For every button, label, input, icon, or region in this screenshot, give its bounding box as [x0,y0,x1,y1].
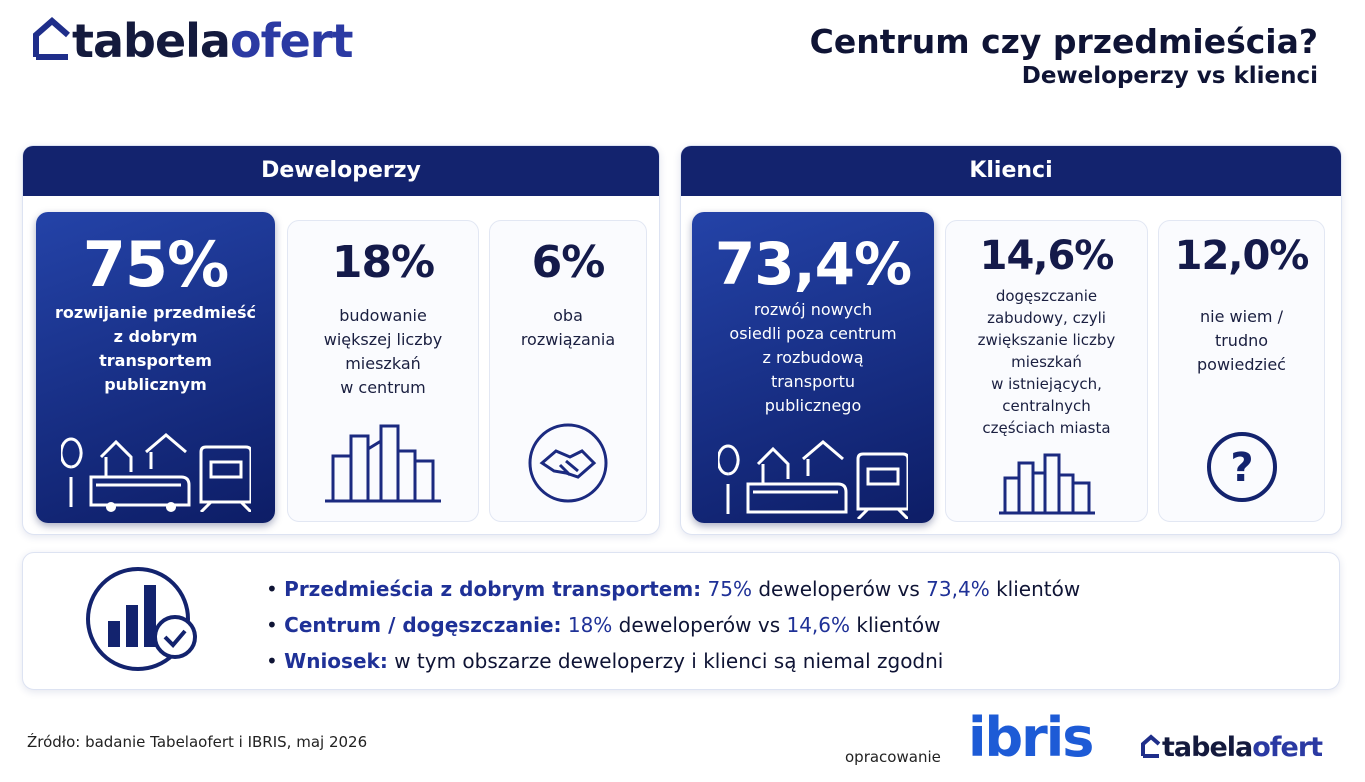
logo-part: tabela [1162,732,1253,763]
label-line: z dobrym [113,327,198,346]
icon-question: ? [1206,432,1277,502]
credit: opracowanie [845,748,941,766]
card-label: oba rozwiązania [490,304,646,352]
footer-logo: tabelaofert [1140,732,1323,763]
label-line: publicznym [104,375,207,394]
summary-line: • Wniosek: w tym obszarze deweloperzy i … [266,649,944,673]
panel: Klienci 73,4% rozwój nowych osiedli poza … [680,145,1342,535]
label-line: częściach miasta [982,419,1111,437]
label-line: rozwiązania [520,330,616,349]
summary-text: klientów [856,613,941,637]
source: Źródło: badanie Tabelaofert i IBRIS, maj… [27,733,368,751]
icon-handshake [528,423,608,503]
panel-title: Klienci [681,146,1341,196]
header-logo: tabelaofert [32,14,353,68]
panel: Deweloperzy 75% rozwijanie przedmieść z d… [22,145,660,535]
label-line: transportu [770,372,856,391]
summary-text: Centrum / dogęszczanie: [284,613,562,637]
label-line: osiedli poza centrum [729,324,897,343]
summary-text: deweloperów vs [618,613,781,637]
summary-line: • Przedmieścia z dobrym transportem: 75%… [266,577,1081,601]
icon-suburb [718,440,908,519]
logo-part: tabela [72,14,231,68]
card-value: 73,4% [714,230,912,298]
logo-house [33,17,70,60]
summary-text: Wniosek: [284,649,388,673]
label-line: większej liczby [323,330,443,349]
label-line: zabudowy, czyli [987,309,1106,327]
card-value: 18% [331,237,435,288]
icon-city [998,453,1095,515]
label-line: oba [553,306,583,325]
label-line: rozwijanie przedmieść [54,303,256,322]
icon-city [325,424,441,503]
label-line: budowanie [339,306,427,325]
panel-title: Deweloperzy [23,146,659,196]
summary-text: 73,4% [926,577,990,601]
summary-text: 18% [567,613,613,637]
card: 75% rozwijanie przedmieść z dobrym transpo… [36,212,275,523]
summary-text: 75% [707,577,752,601]
summary-lines: • Przedmieścia z dobrym transportem: 75%… [266,571,1080,679]
label-line: w istniejących, [991,375,1102,393]
logo-house [1141,734,1161,758]
summary-box: • Przedmieścia z dobrym transportem: 75%… [22,552,1340,690]
summary-text: deweloperów vs [758,577,920,601]
logo-part: ofert [1252,732,1323,763]
label-line: trudno [1214,331,1269,350]
label-line: mieszkań [1011,353,1082,371]
subtitle: Deweloperzy vs klienci [1021,63,1318,89]
title: Centrum czy przedmieścia? [809,22,1318,61]
svg-text:?: ? [1230,445,1253,491]
label-line: centralnych [1002,397,1091,415]
card-label: dogęszczanie zabudowy, czyli zwiększanie l… [946,285,1147,439]
card: 73,4% rozwój nowych osiedli poza centrum z… [692,212,934,523]
summary-text: Przedmieścia z dobrym transportem: [284,577,702,601]
summary-line: • Centrum / dogęszczanie: 18% deweloperó… [266,613,941,637]
label-line: powiedzieć [1197,355,1286,374]
card: 6% oba rozwiązania [489,220,647,522]
partner-logo: ibris [968,706,1094,769]
label-line: mieszkań [345,354,421,373]
label-line: z rozbudową [762,348,864,367]
label-line: publicznego [764,396,862,415]
label-line: rozwój nowych [753,300,873,319]
icon-chart [86,567,197,671]
label-line: zwiększanie liczby [977,331,1116,349]
label-line: dogęszczanie [995,287,1098,305]
card-label: rozwijanie przedmieść z dobrym transportem… [36,301,275,397]
card: 12,0% nie wiem / trudno powiedzieć ? [1158,220,1325,522]
summary-text: klientów [996,577,1081,601]
label-line: nie wiem / [1200,307,1283,326]
summary-text: 14,6% [786,613,851,637]
card-value: 6% [531,237,606,288]
icon-suburb [60,433,251,512]
summary-text: w tym obszarze deweloperzy i klienci są … [394,649,944,673]
card-value: 14,6% [979,233,1115,279]
card-label: nie wiem / trudno powiedzieć [1159,305,1324,377]
card-label: budowanie większej liczby mieszkań w centru… [288,304,478,400]
card: 18% budowanie większej liczby mieszkań w ce… [287,220,479,522]
label-line: transportem [99,351,212,370]
label-line: w centrum [340,378,426,397]
logo-part: ofert [229,14,353,68]
card-value: 75% [82,228,229,301]
card: 14,6% dogęszczanie zabudowy, czyli zwiększ… [945,220,1148,522]
card-value: 12,0% [1174,233,1310,279]
card-label: rozwój nowych osiedli poza centrum z rozbu… [692,298,934,418]
